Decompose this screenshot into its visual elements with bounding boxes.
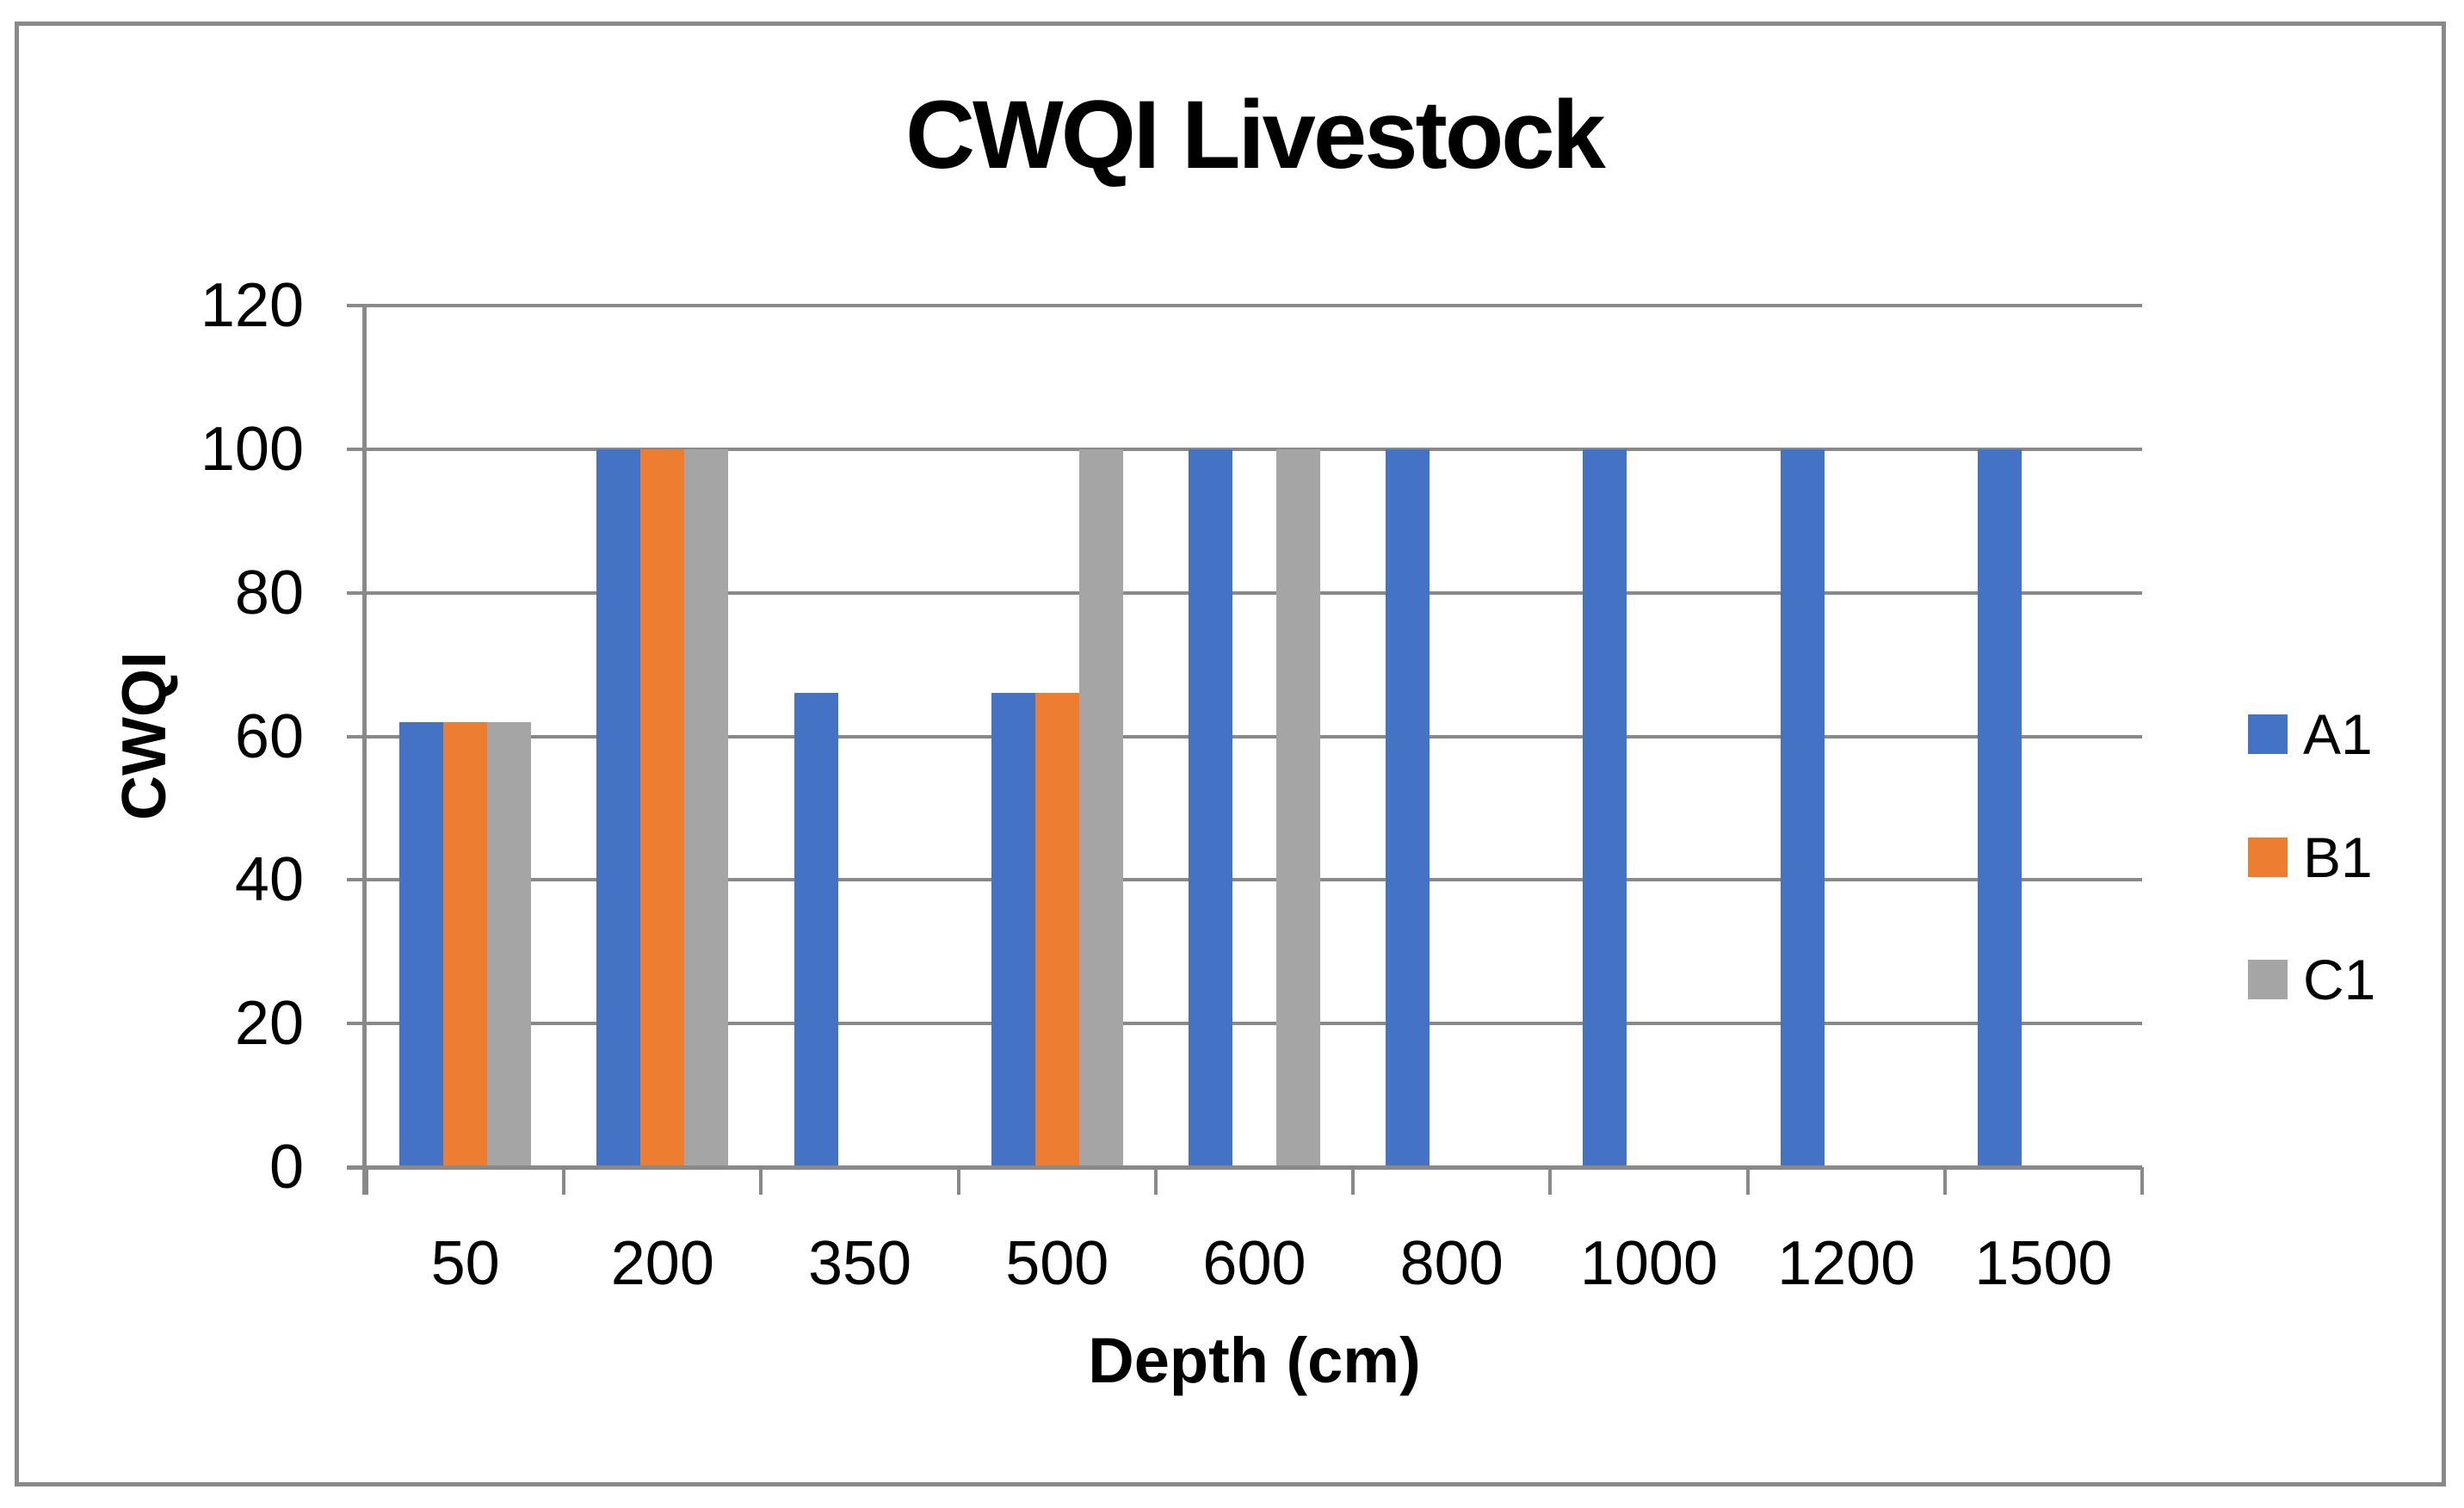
legend-swatch-A1 — [2248, 714, 2288, 754]
y-axis-line — [362, 306, 367, 1195]
bar-A1-1500 — [1977, 448, 2022, 1167]
bar-A1-1200 — [1780, 448, 1825, 1167]
y-tick-120 — [347, 304, 367, 307]
x-tick-label-1200: 1200 — [1777, 1229, 1916, 1298]
x-tick-9 — [2140, 1167, 2144, 1195]
x-tick-label-1500: 1500 — [1974, 1229, 2113, 1298]
y-tick-100 — [347, 447, 367, 451]
x-tick-8 — [1942, 1167, 1947, 1195]
gridline-100 — [367, 447, 2142, 451]
bar-A1-200 — [596, 448, 641, 1167]
x-tick-label-800: 800 — [1399, 1229, 1504, 1298]
x-tick-label-350: 350 — [807, 1229, 912, 1298]
bar-C1-200 — [684, 448, 729, 1167]
bar-B1-500 — [1034, 693, 1079, 1167]
x-tick-6 — [1548, 1167, 1553, 1195]
x-tick-5 — [1351, 1167, 1356, 1195]
y-tick-80 — [347, 590, 367, 595]
legend-swatch-B1 — [2248, 837, 2288, 877]
y-tick-20 — [347, 1022, 367, 1026]
x-tick-7 — [1745, 1167, 1750, 1195]
bar-C1-500 — [1078, 448, 1123, 1167]
bar-A1-1000 — [1583, 448, 1627, 1167]
legend-item-C1: C1 — [2248, 949, 2375, 1010]
bar-A1-600 — [1189, 448, 1232, 1167]
legend-label-B1: B1 — [2303, 825, 2373, 889]
y-tick-60 — [347, 734, 367, 739]
x-tick-label-600: 600 — [1202, 1229, 1306, 1298]
legend-swatch-C1 — [2248, 960, 2288, 999]
bar-B1-50 — [443, 721, 488, 1167]
bar-A1-50 — [399, 721, 444, 1167]
gridline-80 — [367, 590, 2142, 595]
gridline-40 — [367, 878, 2142, 882]
legend-item-A1: A1 — [2248, 703, 2373, 765]
bar-A1-350 — [794, 693, 838, 1167]
x-tick-3 — [956, 1167, 960, 1195]
x-tick-label-50: 50 — [430, 1229, 500, 1298]
gridline-120 — [367, 304, 2142, 307]
legend-label-A1: A1 — [2303, 702, 2373, 766]
y-tick-label-60: 60 — [234, 701, 304, 771]
bar-B1-200 — [640, 448, 685, 1167]
x-tick-1 — [562, 1167, 566, 1195]
gridline-20 — [367, 1022, 2142, 1026]
bar-A1-500 — [991, 693, 1035, 1167]
legend-item-B1: B1 — [2248, 826, 2373, 888]
x-tick-4 — [1153, 1167, 1158, 1195]
x-axis-title: Depth (cm) — [1088, 1325, 1421, 1396]
x-tick-0 — [365, 1167, 368, 1195]
y-tick-label-20: 20 — [234, 989, 304, 1059]
bar-A1-800 — [1386, 448, 1430, 1167]
legend-label-C1: C1 — [2303, 948, 2376, 1011]
x-axis-line — [347, 1165, 2142, 1170]
y-tick-label-40: 40 — [234, 845, 304, 915]
y-tick-label-80: 80 — [234, 558, 304, 627]
x-tick-label-200: 200 — [610, 1229, 714, 1298]
x-tick-label-500: 500 — [1005, 1229, 1109, 1298]
x-tick-label-1000: 1000 — [1579, 1229, 1719, 1298]
y-tick-label-120: 120 — [200, 271, 304, 340]
y-tick-label-0: 0 — [269, 1133, 304, 1202]
gridline-60 — [367, 734, 2142, 739]
figure-border — [15, 22, 2446, 1486]
chart-title: CWQI Livestock — [905, 81, 1606, 188]
bar-C1-600 — [1276, 448, 1320, 1167]
bar-C1-50 — [487, 721, 532, 1167]
y-tick-label-100: 100 — [200, 414, 304, 484]
y-tick-40 — [347, 878, 367, 882]
x-tick-2 — [759, 1167, 763, 1195]
